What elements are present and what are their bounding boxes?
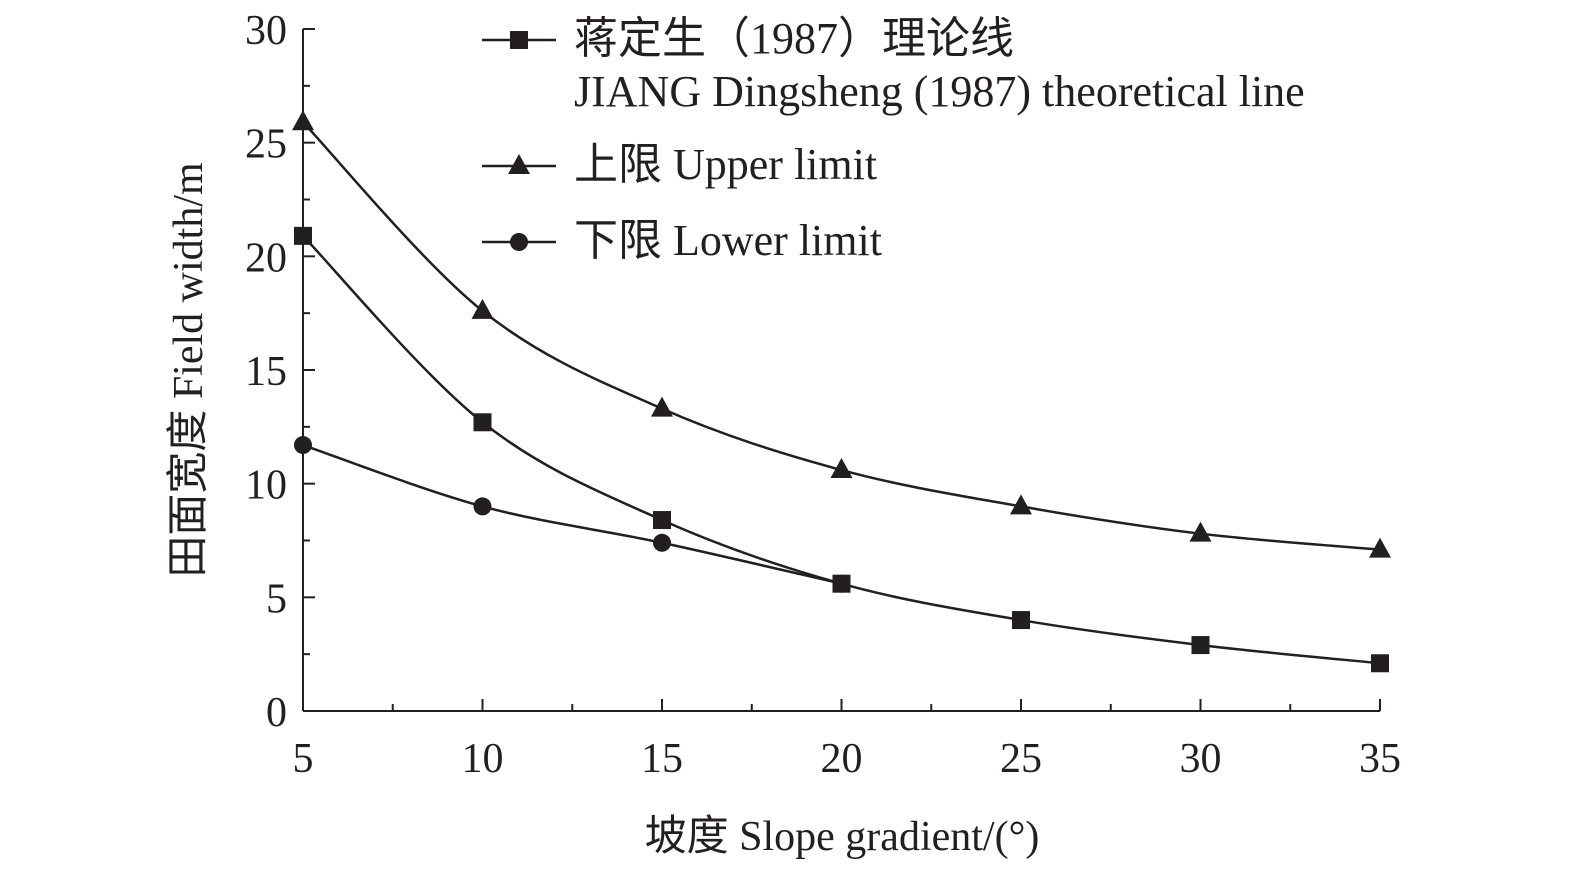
- data-point-theoretical: [294, 226, 312, 245]
- x-tick-label: 25: [1000, 736, 1042, 782]
- legend-marker-upper-limit: [508, 154, 530, 174]
- data-point-lower-limit: [473, 497, 492, 516]
- y-tick-label: 20: [245, 235, 287, 281]
- data-point-upper-limit: [292, 110, 314, 131]
- data-point-upper-limit: [471, 298, 494, 319]
- legend-label-lower-limit: 下限 Lower limit: [574, 216, 882, 265]
- x-tick-label: 35: [1359, 736, 1401, 782]
- data-point-upper-limit: [1369, 537, 1391, 558]
- data-point-lower-limit: [832, 574, 851, 593]
- data-point-theoretical: [1191, 636, 1210, 655]
- x-tick-label: 30: [1180, 736, 1222, 782]
- x-tick-label: 20: [821, 736, 863, 782]
- legend-marker-theoretical: [510, 31, 528, 49]
- y-axis-label: 田面宽度 Field width/m: [165, 162, 212, 578]
- series-line-theoretical: [302, 235, 1381, 665]
- data-point-theoretical: [1371, 654, 1389, 673]
- y-tick-label: 5: [266, 576, 287, 622]
- y-tick-label: 15: [245, 349, 287, 395]
- x-tick-label: 15: [641, 736, 683, 782]
- data-point-theoretical: [1012, 611, 1030, 630]
- x-tick-label: 5: [293, 736, 314, 782]
- legend-label-theoretical: JIANG Dingsheng (1987) theoretical line: [574, 67, 1305, 116]
- data-point-upper-limit: [830, 458, 853, 479]
- x-axis-label: 坡度 Slope gradient/(°): [645, 814, 1040, 860]
- data-point-theoretical: [653, 511, 671, 530]
- y-tick-label: 10: [245, 463, 287, 509]
- data-point-theoretical: [473, 413, 492, 432]
- series-line-lower-limit: [302, 443, 842, 585]
- y-tick-label: 0: [266, 690, 287, 736]
- data-point-lower-limit: [294, 436, 312, 455]
- data-point-lower-limit: [653, 533, 671, 552]
- legend-marker-lower-limit: [510, 233, 528, 251]
- x-tick-label: 10: [462, 736, 504, 782]
- data-point-upper-limit: [1189, 521, 1212, 542]
- legend-label-upper-limit: 上限 Upper limit: [574, 140, 877, 189]
- y-tick-label: 25: [245, 122, 287, 168]
- series-markers: [292, 110, 1391, 673]
- legend-label-theoretical: 蒋定生（1987）理论线: [574, 14, 1014, 63]
- data-point-upper-limit: [651, 396, 673, 417]
- data-point-upper-limit: [1010, 494, 1032, 515]
- axes: [302, 29, 1380, 712]
- y-tick-label: 30: [245, 8, 287, 54]
